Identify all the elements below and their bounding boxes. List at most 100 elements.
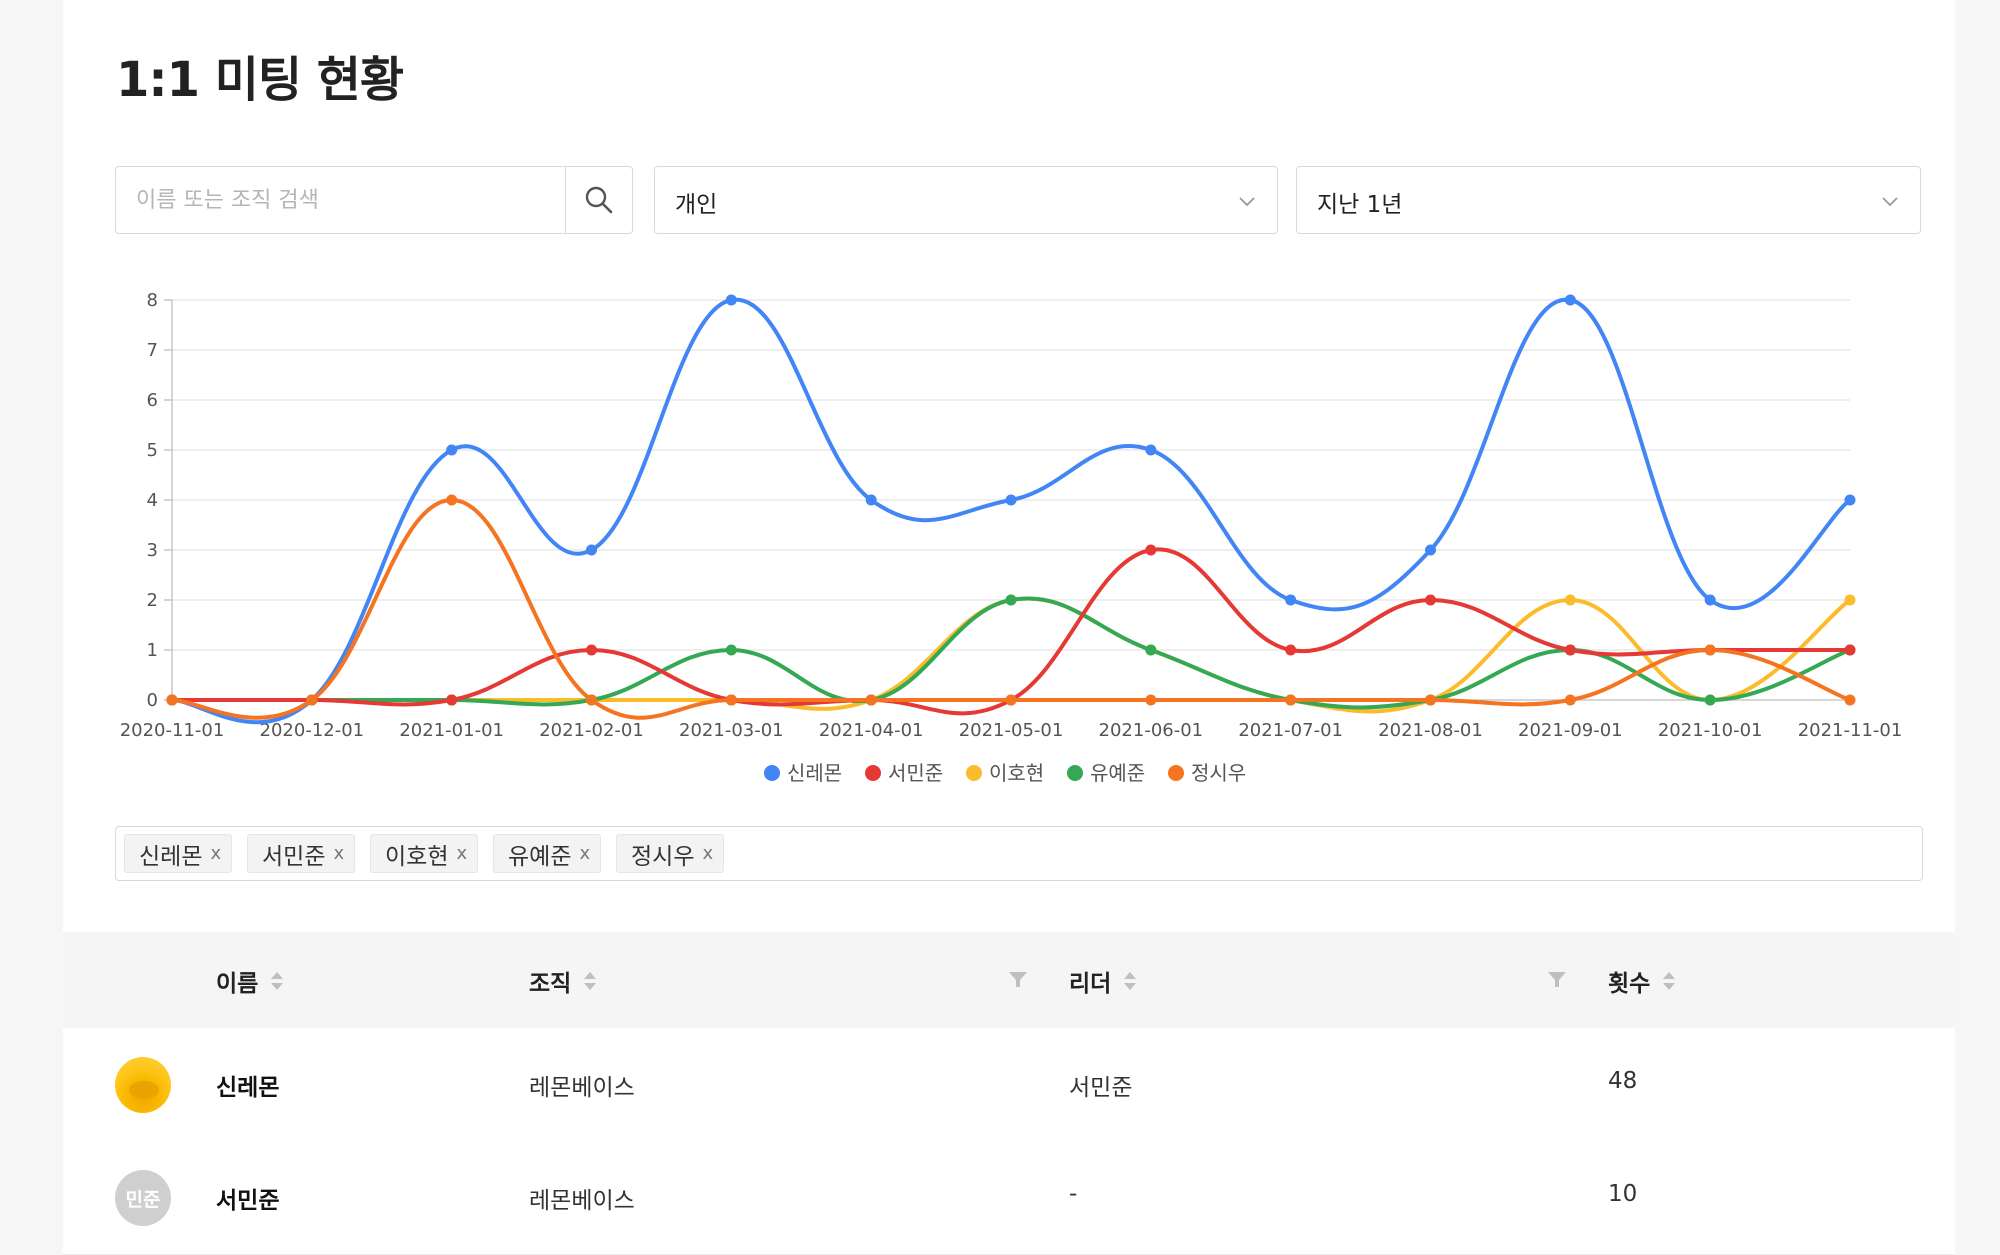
- legend-label: 신레몬: [787, 761, 842, 785]
- data-point: [1005, 494, 1017, 506]
- column-header-name[interactable]: 이름: [216, 964, 284, 998]
- close-icon[interactable]: x: [456, 843, 468, 864]
- data-point: [1145, 644, 1157, 656]
- period-select-value: 지난 1년: [1317, 192, 1403, 218]
- data-point: [725, 644, 737, 656]
- data-point: [586, 644, 597, 656]
- chevron-down-icon: [1239, 197, 1255, 207]
- period-select[interactable]: 지난 1년: [1296, 166, 1921, 234]
- legend-marker: [764, 765, 780, 781]
- type-select[interactable]: 개인: [654, 166, 1278, 234]
- filter-icon[interactable]: [1547, 970, 1567, 990]
- member-name: 신레몬: [216, 1075, 280, 1101]
- column-header-count[interactable]: 횟수: [1608, 964, 1676, 998]
- member-tag[interactable]: 정시우 x: [616, 834, 725, 873]
- meetings-line-chart: 0 1 2 3 4 5 6 7 8 2020-11-01 2020-12-01 2021-01-01 2…: [120, 290, 1903, 785]
- sort-icon[interactable]: [1662, 969, 1676, 993]
- data-point: [725, 294, 737, 306]
- member-tag-label: 유예준: [508, 843, 572, 870]
- y-tick-label: 7: [147, 340, 158, 361]
- y-tick-label: 4: [147, 490, 158, 511]
- chevron-down-icon: [1882, 197, 1898, 207]
- column-header-leader[interactable]: 리더: [1069, 964, 1137, 998]
- legend-label: 유예준: [1090, 761, 1145, 785]
- legend-label: 서민준: [888, 761, 943, 785]
- close-icon[interactable]: x: [210, 843, 222, 864]
- x-tick-label: 2021-08-01: [1378, 720, 1483, 741]
- data-point: [1425, 694, 1436, 706]
- data-point: [166, 694, 178, 706]
- member-tag-label: 정시우: [631, 843, 695, 870]
- data-point: [1005, 594, 1017, 606]
- data-point: [1285, 644, 1297, 656]
- legend-label: 정시우: [1191, 761, 1246, 785]
- data-point: [586, 544, 597, 556]
- data-point: [446, 694, 458, 706]
- close-icon[interactable]: x: [702, 843, 714, 864]
- y-tick-label: 8: [147, 290, 158, 311]
- member-tag[interactable]: 신레몬 x: [124, 834, 233, 873]
- data-point: [1425, 594, 1436, 606]
- member-leader: -: [1069, 1181, 1078, 1207]
- y-tick-label: 3: [147, 540, 158, 561]
- sort-icon[interactable]: [583, 969, 597, 993]
- data-point: [586, 694, 597, 706]
- member-tag[interactable]: 서민준 x: [247, 834, 356, 873]
- member-tag[interactable]: 이호현 x: [370, 834, 479, 873]
- table-header: 이름 조직 리더 횟수: [63, 932, 1955, 1029]
- legend-marker: [966, 765, 982, 781]
- member-org: 레몬베이스: [529, 1188, 635, 1214]
- data-point: [1145, 694, 1157, 706]
- data-point: [1564, 644, 1576, 656]
- y-tick-label: 6: [147, 390, 158, 411]
- data-point: [1704, 594, 1716, 606]
- member-leader: 서민준: [1069, 1075, 1133, 1101]
- y-tick-label: 2: [147, 590, 158, 611]
- sort-icon[interactable]: [1123, 969, 1137, 993]
- search-icon: [585, 186, 613, 214]
- table-row[interactable]: 신레몬 레몬베이스 서민준 48: [63, 1028, 1955, 1142]
- avatar: 민준: [115, 1170, 171, 1226]
- x-tick-label: 2021-09-01: [1518, 720, 1623, 741]
- sort-icon[interactable]: [270, 969, 284, 993]
- data-point: [1005, 694, 1017, 706]
- x-tick-label: 2021-11-01: [1798, 720, 1903, 741]
- member-tag[interactable]: 유예준 x: [493, 834, 602, 873]
- data-point: [1844, 594, 1856, 606]
- meeting-count: 48: [1608, 1068, 1638, 1094]
- data-point: [1564, 594, 1576, 606]
- x-tick-label: 2020-11-01: [120, 720, 225, 741]
- x-tick-label: 2021-03-01: [679, 720, 784, 741]
- avatar: [115, 1057, 171, 1113]
- series-line: [172, 547, 1850, 716]
- data-point: [1564, 294, 1576, 306]
- legend-marker: [1168, 765, 1184, 781]
- search-button[interactable]: [565, 167, 632, 233]
- table-row[interactable]: 민준 서민준 레몬베이스 - 10: [63, 1141, 1955, 1255]
- data-point: [865, 494, 877, 506]
- x-tick-label: 2021-04-01: [819, 720, 924, 741]
- data-point: [725, 694, 737, 706]
- data-point: [1844, 694, 1856, 706]
- data-point: [1145, 444, 1157, 456]
- column-header-org[interactable]: 조직: [529, 964, 597, 998]
- page-title: 1:1 미팅 현황: [116, 52, 404, 108]
- close-icon[interactable]: x: [579, 843, 591, 864]
- data-point: [1145, 544, 1157, 556]
- data-point: [1285, 594, 1297, 606]
- x-tick-label: 2021-06-01: [1099, 720, 1204, 741]
- type-select-value: 개인: [675, 192, 718, 218]
- x-tick-label: 2021-02-01: [539, 720, 644, 741]
- meeting-count: 10: [1608, 1181, 1638, 1207]
- selected-members-box[interactable]: 신레몬 x 서민준 x 이호현 x 유예준 x 정시우 x: [115, 826, 1923, 881]
- data-point: [446, 494, 458, 506]
- filter-icon[interactable]: [1008, 970, 1028, 990]
- x-tick-label: 2020-12-01: [260, 720, 365, 741]
- data-point: [306, 694, 318, 706]
- data-point: [1704, 694, 1716, 706]
- search-input[interactable]: [116, 167, 566, 233]
- legend-marker: [1067, 765, 1083, 781]
- legend-marker: [865, 765, 881, 781]
- search-box: [115, 166, 633, 234]
- close-icon[interactable]: x: [333, 843, 345, 864]
